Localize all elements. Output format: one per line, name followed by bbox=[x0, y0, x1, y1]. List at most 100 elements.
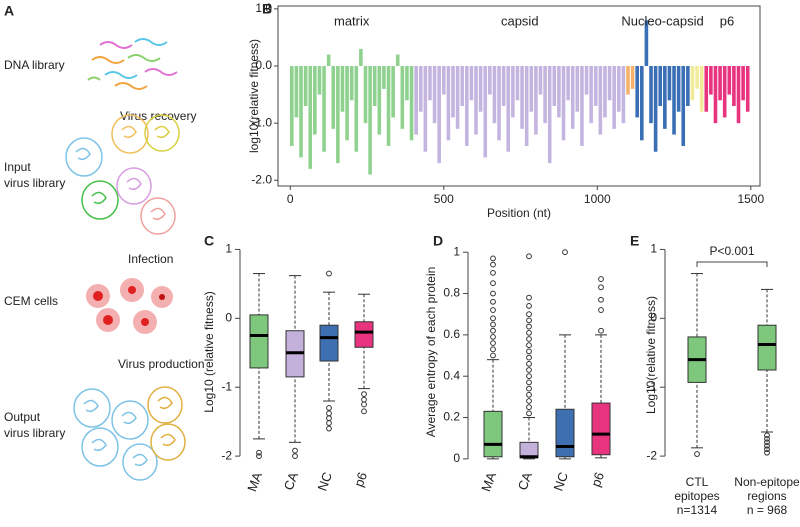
outlier bbox=[764, 442, 770, 449]
bar bbox=[732, 66, 736, 106]
outlier bbox=[490, 255, 496, 262]
region-label: p6 bbox=[720, 13, 734, 28]
bar bbox=[584, 66, 589, 95]
outlier bbox=[490, 280, 496, 287]
outlier bbox=[490, 261, 496, 268]
bar bbox=[349, 66, 354, 101]
box-body bbox=[555, 408, 575, 458]
box-body bbox=[591, 402, 611, 456]
bar bbox=[313, 66, 317, 135]
bar bbox=[409, 66, 414, 141]
bar bbox=[460, 66, 465, 106]
outlier bbox=[526, 391, 532, 398]
y-tick-label: -2 bbox=[646, 448, 657, 462]
bar bbox=[451, 66, 455, 118]
bar bbox=[598, 66, 603, 135]
outlier bbox=[526, 410, 532, 417]
outlier bbox=[526, 253, 532, 260]
y-axis-label: Average entropy of each protein bbox=[424, 267, 438, 438]
bar bbox=[653, 66, 658, 152]
outlier bbox=[490, 346, 496, 353]
box-body bbox=[483, 410, 503, 458]
bar bbox=[331, 66, 336, 129]
outlier bbox=[526, 398, 532, 404]
outlier bbox=[694, 451, 700, 457]
outlier bbox=[256, 453, 262, 460]
outlier bbox=[361, 391, 367, 398]
outlier bbox=[526, 348, 532, 355]
bar bbox=[704, 66, 709, 112]
bar bbox=[483, 66, 488, 158]
bar bbox=[340, 66, 345, 112]
bar bbox=[492, 66, 497, 124]
outlier bbox=[562, 249, 568, 256]
bar bbox=[395, 54, 400, 66]
bar bbox=[359, 48, 363, 66]
x-tick-label: MA bbox=[478, 470, 499, 494]
bar bbox=[713, 66, 718, 124]
bar bbox=[465, 66, 469, 146]
virus-cells bbox=[65, 114, 180, 235]
bar bbox=[363, 66, 368, 124]
step-label: Output virus library bbox=[4, 410, 65, 440]
box bbox=[249, 273, 269, 460]
outlier bbox=[598, 284, 604, 291]
outlier bbox=[526, 373, 532, 380]
y-tick-label: 1.0 bbox=[255, 1, 272, 15]
x-tick-label: p6 bbox=[351, 470, 370, 489]
outlier bbox=[598, 307, 604, 313]
bar bbox=[382, 66, 386, 89]
bar bbox=[718, 66, 722, 101]
bar bbox=[400, 66, 405, 129]
significance-bracket bbox=[696, 261, 768, 267]
bar bbox=[621, 66, 626, 124]
bar bbox=[501, 66, 506, 106]
bar bbox=[478, 66, 483, 112]
y-tick-label: -1 bbox=[646, 379, 657, 393]
bar bbox=[690, 66, 695, 101]
outlier bbox=[490, 340, 496, 347]
outlier bbox=[526, 317, 532, 324]
x-tick-label: Non-epitope regions bbox=[734, 475, 800, 503]
region-label: matrix bbox=[334, 13, 370, 28]
y-tick-label: 0.0 bbox=[255, 58, 272, 72]
y-tick-label: -2 bbox=[221, 448, 232, 462]
x-tick-label: CA bbox=[281, 470, 301, 492]
x-tick-label: CA bbox=[515, 470, 535, 492]
bar bbox=[441, 66, 446, 95]
bar bbox=[644, 20, 649, 67]
bar bbox=[612, 66, 616, 129]
outlier bbox=[490, 321, 496, 328]
bar bbox=[593, 66, 598, 106]
box-body bbox=[319, 324, 339, 362]
x-tick-label: 500 bbox=[434, 192, 454, 206]
outlier bbox=[598, 296, 604, 303]
outlier bbox=[326, 410, 332, 417]
bar bbox=[672, 66, 676, 135]
y-tick-label: 0 bbox=[650, 311, 657, 325]
x-tick-label: NC bbox=[551, 470, 572, 493]
outlier bbox=[526, 294, 532, 301]
outlier bbox=[526, 323, 532, 330]
bar bbox=[580, 66, 584, 146]
y-axis-label: Log10(relative fitness) bbox=[644, 296, 658, 414]
outlier bbox=[526, 379, 532, 386]
bar bbox=[354, 66, 359, 152]
outlier bbox=[292, 453, 298, 460]
n-label: n = 968 bbox=[747, 503, 788, 517]
outlier bbox=[256, 449, 262, 456]
cem-cells bbox=[86, 278, 173, 334]
outlier bbox=[326, 425, 332, 432]
outlier bbox=[526, 404, 532, 411]
panel-label: D bbox=[433, 233, 443, 249]
n-label: n=1314 bbox=[677, 503, 718, 517]
bar bbox=[745, 66, 750, 112]
bar bbox=[405, 66, 409, 101]
box bbox=[354, 293, 374, 415]
outlier bbox=[490, 315, 496, 322]
outlier bbox=[490, 327, 496, 334]
bar bbox=[570, 66, 575, 129]
x-tick-label: MA bbox=[244, 470, 265, 494]
bar bbox=[727, 66, 732, 95]
